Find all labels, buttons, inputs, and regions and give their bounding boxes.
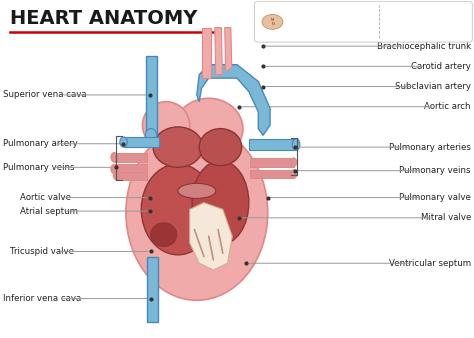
Text: Subclavian artery: Subclavian artery — [395, 82, 471, 91]
Circle shape — [262, 15, 283, 29]
Text: Chemistry: Chemistry — [329, 21, 361, 26]
Text: Pulmonary valve: Pulmonary valve — [399, 193, 471, 202]
Text: Aortic valve: Aortic valve — [19, 193, 71, 202]
Polygon shape — [190, 203, 232, 270]
Polygon shape — [249, 139, 296, 150]
Polygon shape — [146, 56, 156, 135]
Polygon shape — [117, 172, 147, 180]
Ellipse shape — [291, 158, 297, 167]
Text: Pulmonary veins: Pulmonary veins — [3, 163, 74, 172]
Ellipse shape — [174, 98, 243, 159]
Text: Pulmonary veins: Pulmonary veins — [400, 166, 471, 175]
Polygon shape — [225, 28, 232, 71]
Text: Mitral valve: Mitral valve — [420, 213, 471, 222]
Polygon shape — [114, 152, 147, 162]
Text: Ventricular septum: Ventricular septum — [389, 259, 471, 268]
Ellipse shape — [111, 164, 118, 174]
Ellipse shape — [178, 183, 216, 198]
Ellipse shape — [153, 127, 203, 167]
Text: Tricuspid valve: Tricuspid valve — [10, 247, 74, 256]
Text: Notes: Notes — [329, 25, 345, 30]
Text: Superior vena cava: Superior vena cava — [3, 91, 87, 99]
Text: Templates: Templates — [436, 22, 456, 26]
Ellipse shape — [126, 125, 268, 300]
Polygon shape — [250, 170, 294, 178]
Text: Biology: Biology — [289, 21, 314, 26]
Text: ✎: ✎ — [311, 16, 316, 21]
Ellipse shape — [143, 102, 190, 149]
Text: ⚙: ⚙ — [353, 16, 358, 21]
Polygon shape — [201, 28, 211, 78]
Polygon shape — [114, 164, 147, 174]
Text: The: The — [289, 16, 299, 21]
Polygon shape — [124, 137, 159, 147]
Text: HEART ANATOMY: HEART ANATOMY — [10, 9, 198, 28]
Text: Carotid artery: Carotid artery — [411, 62, 471, 71]
Text: bio: bio — [412, 14, 428, 23]
Ellipse shape — [199, 128, 242, 166]
Ellipse shape — [146, 128, 156, 142]
Ellipse shape — [113, 172, 119, 180]
Text: Brachiocephalic trunk: Brachiocephalic trunk — [377, 42, 471, 51]
Text: Notes: Notes — [289, 25, 305, 30]
Text: The: The — [329, 16, 339, 21]
Text: Atrial septum: Atrial septum — [19, 207, 78, 216]
Ellipse shape — [291, 170, 297, 178]
Ellipse shape — [141, 164, 215, 255]
Ellipse shape — [192, 161, 249, 245]
Polygon shape — [215, 28, 222, 75]
Ellipse shape — [111, 152, 118, 162]
Text: RENDER: RENDER — [412, 21, 432, 25]
Ellipse shape — [292, 139, 300, 150]
Text: Created with: Created with — [386, 18, 418, 23]
Polygon shape — [250, 158, 294, 167]
FancyBboxPatch shape — [255, 1, 473, 42]
Ellipse shape — [120, 137, 128, 147]
Text: Pulmonary artery: Pulmonary artery — [3, 139, 78, 148]
Polygon shape — [197, 65, 270, 135]
Text: Pulmonary arteries: Pulmonary arteries — [389, 143, 471, 152]
Text: Inferior vena cava: Inferior vena cava — [3, 294, 82, 303]
Polygon shape — [147, 257, 158, 322]
Text: Aortic arch: Aortic arch — [424, 102, 471, 111]
Text: M
N: M N — [271, 18, 274, 26]
Ellipse shape — [151, 223, 177, 246]
